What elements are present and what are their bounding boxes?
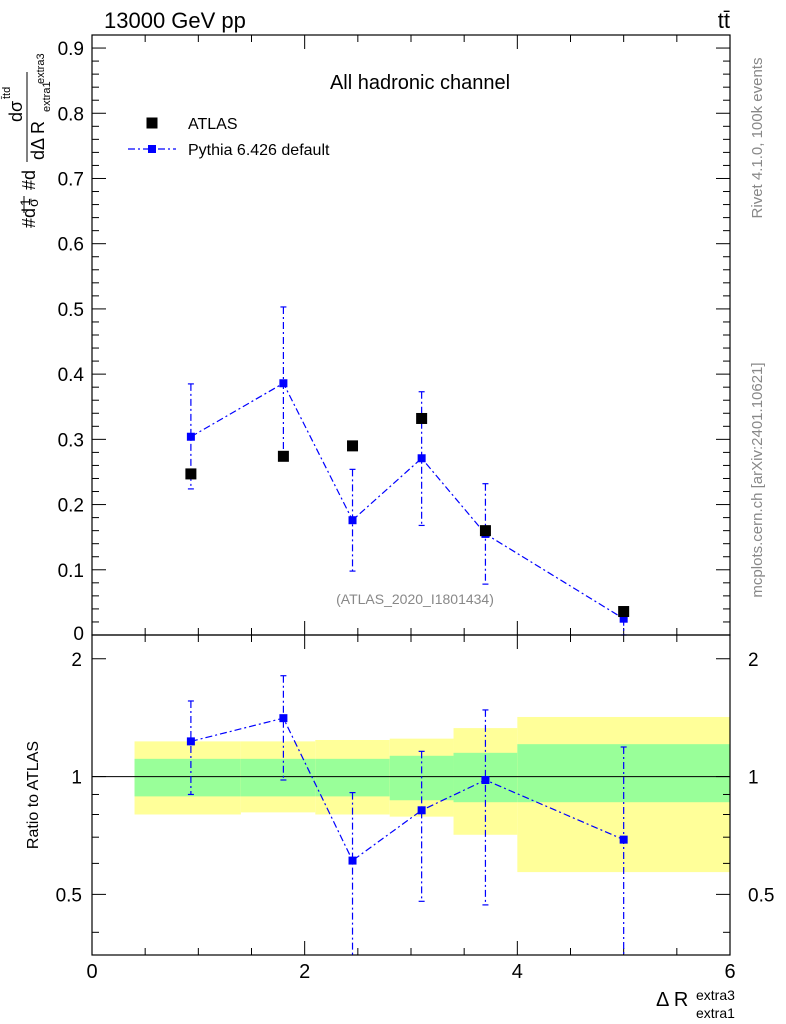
main-ytick-label: 0.2 (58, 496, 84, 517)
ratio-pythia-point-marker (279, 714, 288, 723)
ylabel-frac2-num: dσ (6, 101, 26, 122)
legend-atlas-marker (146, 117, 158, 129)
atlas-point-marker (347, 440, 359, 452)
pythia-point-marker (619, 614, 628, 623)
main-ytick-label: 0.5 (58, 300, 84, 321)
ratio-xtick-label: 4 (512, 961, 523, 983)
ratio-band-inner (240, 758, 316, 797)
ratio-pythia-point-marker (417, 806, 426, 815)
ratio-pythia-point-marker (186, 737, 195, 746)
ylabel-mid: #d (19, 170, 39, 190)
ratio-y-axis-label: Ratio to ATLAS (25, 741, 42, 849)
mcplots-label: mcplots.cern.ch [arXiv:2401.10621] (749, 362, 766, 597)
xlabel-main: Δ R (656, 989, 688, 1011)
main-ytick-label: 0.1 (58, 561, 84, 582)
ratio-band-inner (315, 758, 390, 797)
main-ytick-label: 0.9 (58, 39, 84, 60)
main-y-axis-label: #d 1 σ #d dσ t̄td dΔ R extra1 extra3 (1, 53, 53, 228)
main-ytick-label: 0.4 (58, 365, 85, 386)
atlas-point-marker (479, 525, 491, 537)
ratio-xtick-label: 2 (299, 961, 310, 983)
atlas-point-marker (277, 450, 289, 462)
ylabel-frac2-den: dΔ R (28, 121, 48, 160)
pythia-point-line (190, 382, 624, 620)
ratio-ytick-label: 0.5 (56, 885, 82, 906)
ratio-pythia-point-marker (619, 835, 628, 844)
xlabel-sup: extra3 (696, 987, 735, 1003)
ratio-ytick-label-right: 2 (748, 650, 759, 671)
ylabel-frac1-den: σ (25, 198, 41, 207)
ratio-band-inner (134, 758, 241, 797)
ratio-ytick-label: 1 (71, 768, 82, 789)
legend-pythia-label: Pythia 6.426 default (188, 142, 330, 159)
chart-title: All hadronic channel (330, 72, 510, 94)
ylabel-frac2-den-sub: extra1 (41, 81, 53, 112)
ratio-ytick-label-right: 1 (748, 768, 759, 789)
main-ytick-label: 0.6 (58, 235, 84, 256)
legend: ATLAS Pythia 6.426 default (128, 116, 330, 159)
watermark: (ATLAS_2020_I1801434) (336, 591, 494, 607)
ratio-xtick-label: 6 (724, 961, 735, 983)
main-ytick-label: 0.8 (58, 104, 84, 125)
ylabel-frac2-den-sup: extra3 (35, 53, 47, 84)
x-axis-label: Δ R extra3 extra1 (656, 987, 735, 1021)
pythia-point-marker (279, 379, 288, 388)
ratio-ytick-label: 2 (71, 650, 82, 671)
ratio-pythia-point-marker (481, 775, 490, 784)
pythia-point-marker (417, 454, 426, 463)
atlas-point-marker (416, 412, 428, 424)
ratio-pythia-point-marker (348, 856, 357, 865)
atlas-point-marker (618, 606, 630, 618)
process-label: tt̄ (718, 8, 730, 33)
legend-atlas-label: ATLAS (188, 116, 238, 133)
main-ytick-label: 0.3 (58, 430, 84, 451)
main-ytick-zero-label: 0 (73, 624, 84, 645)
pythia-point-marker (186, 432, 195, 441)
ylabel-frac1-num: 1 (17, 198, 33, 206)
ylabel-prefix: #d (19, 208, 39, 228)
rivet-label: Rivet 4.1.0, 100k events (749, 58, 766, 219)
energy-label: 13000 GeV pp (104, 8, 246, 33)
main-ytick-label: 0.7 (58, 169, 84, 190)
ylabel-frac2-num-sup: t̄td (1, 87, 13, 100)
main-plot: 0.1 0.2 0.3 0.4 0.5 0.6 0.7 0.8 0.9 0 (58, 34, 731, 645)
xlabel-sub: extra1 (696, 1005, 735, 1021)
ratio-xtick-label: 0 (86, 961, 97, 983)
ratio-ytick-label-right: 0.5 (748, 885, 774, 906)
ratio-pythia-point-line (190, 717, 624, 862)
pythia-point-marker (348, 516, 357, 525)
atlas-point-marker (185, 468, 197, 480)
ratio-plot: 0 2 4 6 0.5 0.5 1 1 2 2 (56, 634, 774, 983)
legend-pythia-marker (148, 145, 156, 153)
